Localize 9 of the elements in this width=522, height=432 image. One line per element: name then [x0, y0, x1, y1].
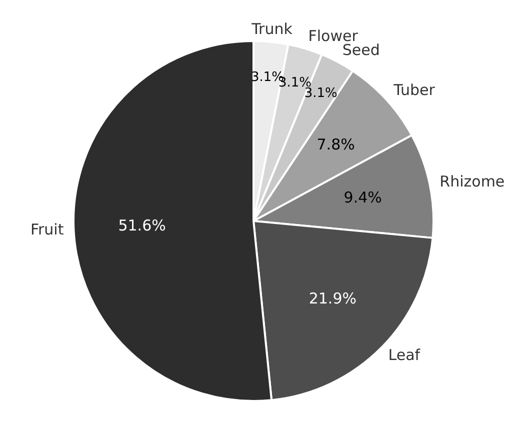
slice-label: Leaf — [388, 346, 421, 364]
slice-label: Trunk — [250, 20, 293, 38]
data-label: 7.8% — [316, 136, 355, 154]
data-label: 51.6% — [118, 216, 166, 234]
data-label: 21.9% — [308, 290, 356, 308]
slice-label: Rhizome — [440, 172, 505, 191]
data-label: 9.4% — [344, 188, 382, 207]
slice-label: Tuber — [392, 81, 436, 100]
slice-label: Fruit — [30, 220, 64, 239]
